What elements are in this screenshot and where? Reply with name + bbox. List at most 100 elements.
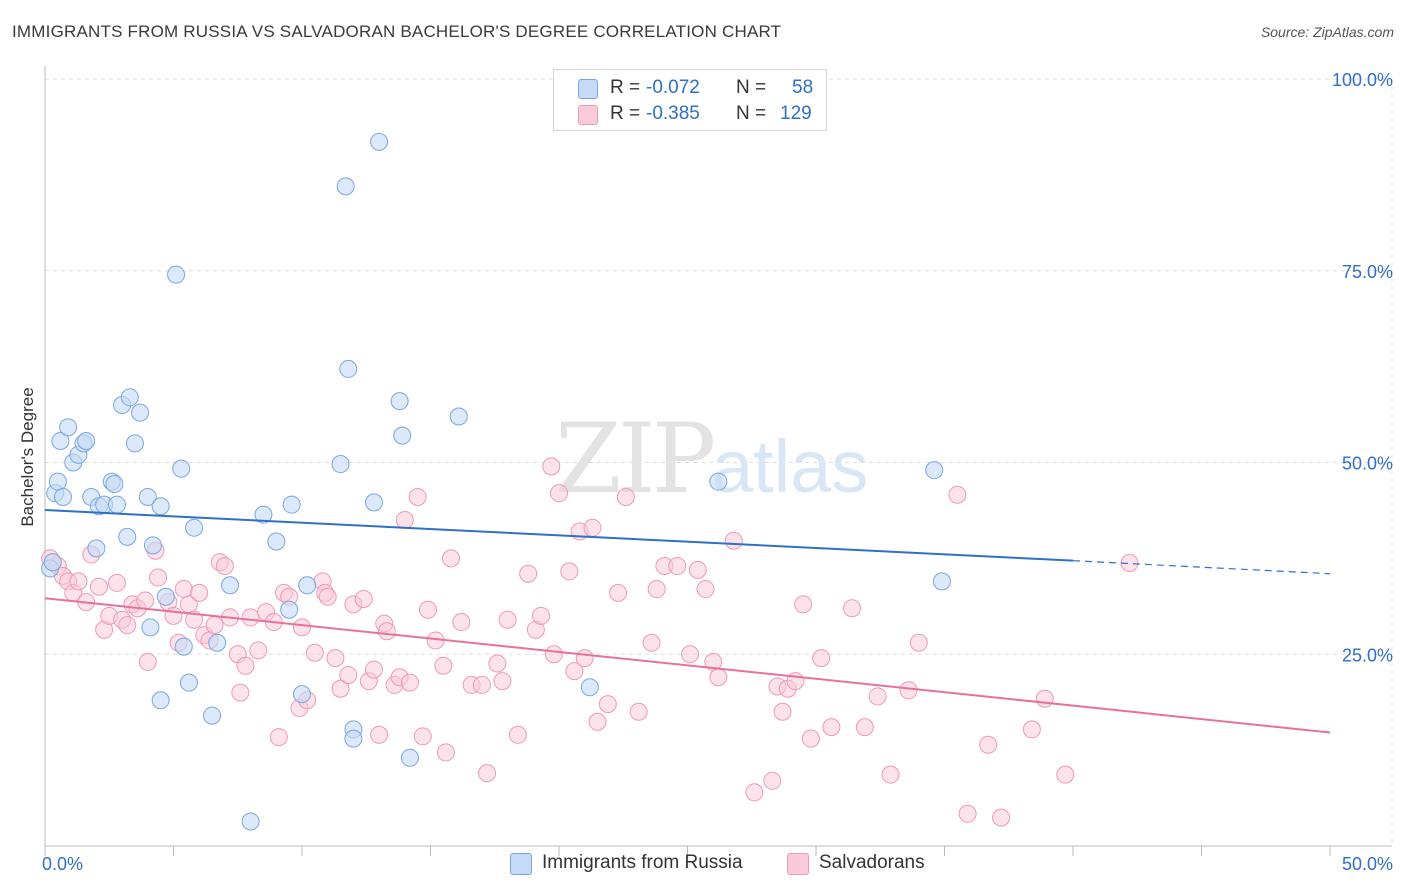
salvadorans-point	[231, 683, 250, 702]
russia-point	[77, 432, 96, 451]
salvadorans-point	[812, 649, 831, 668]
salvadorans-point	[688, 560, 707, 579]
russia-point	[709, 472, 728, 491]
russia-swatch	[578, 79, 598, 99]
salvadorans-point	[339, 665, 358, 684]
russia-point	[370, 132, 389, 151]
russia-swatch	[510, 853, 532, 875]
salvadorans-point	[958, 804, 977, 823]
russia-point	[390, 392, 409, 411]
salvadorans-point	[331, 679, 350, 698]
russia-trend-line	[44, 509, 1074, 562]
legend-r-label: R =	[610, 103, 641, 124]
russia-point	[221, 576, 240, 595]
salvadorans-swatch	[578, 105, 598, 125]
russia-point	[932, 572, 951, 591]
russia-point	[254, 505, 273, 524]
russia-trend-extension	[1072, 560, 1331, 575]
russia-point	[208, 633, 227, 652]
salvadorans-point	[794, 595, 813, 614]
salvadorans-point	[992, 808, 1011, 827]
salvadorans-point	[318, 587, 337, 606]
salvadorans-point	[588, 712, 607, 731]
russia-point	[151, 497, 170, 516]
russia-point	[364, 493, 383, 512]
russia-point	[51, 432, 70, 451]
salvadorans-point	[948, 485, 967, 504]
salvadorans-point	[881, 765, 900, 784]
russia-point	[143, 536, 162, 555]
russia-point	[449, 407, 468, 426]
salvadorans-point	[642, 633, 661, 652]
salvadorans-point	[560, 562, 579, 581]
chart-title: IMMIGRANTS FROM RUSSIA VS SALVADORAN BAC…	[12, 22, 782, 41]
salvadorans-swatch	[787, 853, 809, 875]
salvadorans-point	[413, 727, 432, 746]
y-axis-label: Bachelor's Degree	[18, 387, 37, 526]
salvadorans-point	[542, 457, 561, 476]
salvadorans-point	[773, 702, 792, 721]
salvadorans-point	[107, 573, 126, 592]
salvadorans-point	[668, 557, 687, 576]
salvadorans-point	[532, 606, 551, 625]
y-tick-label: 75.0%	[1342, 262, 1393, 282]
russia-point	[280, 600, 299, 619]
salvadorans-point	[249, 641, 268, 660]
russia-point	[339, 359, 358, 378]
russia-point	[138, 488, 157, 507]
salvadorans-point	[190, 583, 209, 602]
russia-point	[48, 472, 67, 491]
salvadorans-point	[215, 557, 234, 576]
russia-point	[400, 748, 419, 767]
salvadorans-point	[434, 656, 453, 675]
russia-point	[185, 518, 204, 537]
legend-n-value: 129	[780, 103, 812, 124]
salvadorans-point	[647, 580, 666, 599]
salvadorans-point	[364, 660, 383, 679]
salvadorans-point	[400, 673, 419, 692]
salvadorans-point	[269, 728, 288, 747]
salvadorans-point	[436, 743, 455, 762]
correlation-legend: R = -0.072 N = 58 R = -0.385 N = 129	[553, 69, 827, 131]
salvadorans-point	[370, 725, 389, 744]
salvadorans-point	[1056, 765, 1075, 784]
legend-r-value: -0.385	[646, 103, 700, 124]
trend-lines	[44, 509, 1331, 734]
russia-point	[298, 576, 317, 595]
russia-points	[41, 132, 951, 831]
russia-point	[120, 388, 139, 407]
russia-point	[87, 539, 106, 558]
legend-r-value: -0.072	[646, 77, 700, 98]
tick-labels: 25.0% 50.0% 75.0% 100.0% 0.0% 50.0%	[42, 70, 1393, 874]
salvadorans-point	[118, 616, 137, 635]
salvadorans-point	[89, 577, 108, 596]
salvadorans-points	[41, 457, 1139, 827]
salvadorans-point	[801, 729, 820, 748]
salvadorans-point	[418, 600, 437, 619]
russia-point	[167, 265, 186, 284]
russia-point	[336, 177, 355, 196]
salvadorans-point	[395, 511, 414, 530]
russia-point	[107, 495, 126, 514]
salvadorans-point	[185, 610, 204, 629]
salvadorans-point	[138, 652, 157, 671]
russia-point	[174, 637, 193, 656]
salvadorans-point	[609, 583, 628, 602]
salvadorans-point	[488, 654, 507, 673]
salvadorans-trend-line	[44, 597, 1331, 734]
salvadorans-point	[575, 649, 594, 668]
salvadorans-point	[472, 675, 491, 694]
x-tick-label: 0.0%	[42, 854, 83, 874]
salvadorans-point	[498, 610, 517, 629]
salvadorans-point	[69, 572, 88, 591]
russia-point	[393, 426, 412, 445]
salvadorans-point	[899, 681, 918, 700]
salvadorans-point	[241, 608, 260, 627]
russia-point	[131, 403, 150, 422]
salvadorans-point	[842, 599, 861, 618]
salvadorans-point	[326, 649, 345, 668]
watermark-zip: ZIP	[555, 403, 714, 515]
russia-point	[580, 678, 599, 697]
salvadorans-legend-label: Salvadorans	[819, 852, 925, 873]
